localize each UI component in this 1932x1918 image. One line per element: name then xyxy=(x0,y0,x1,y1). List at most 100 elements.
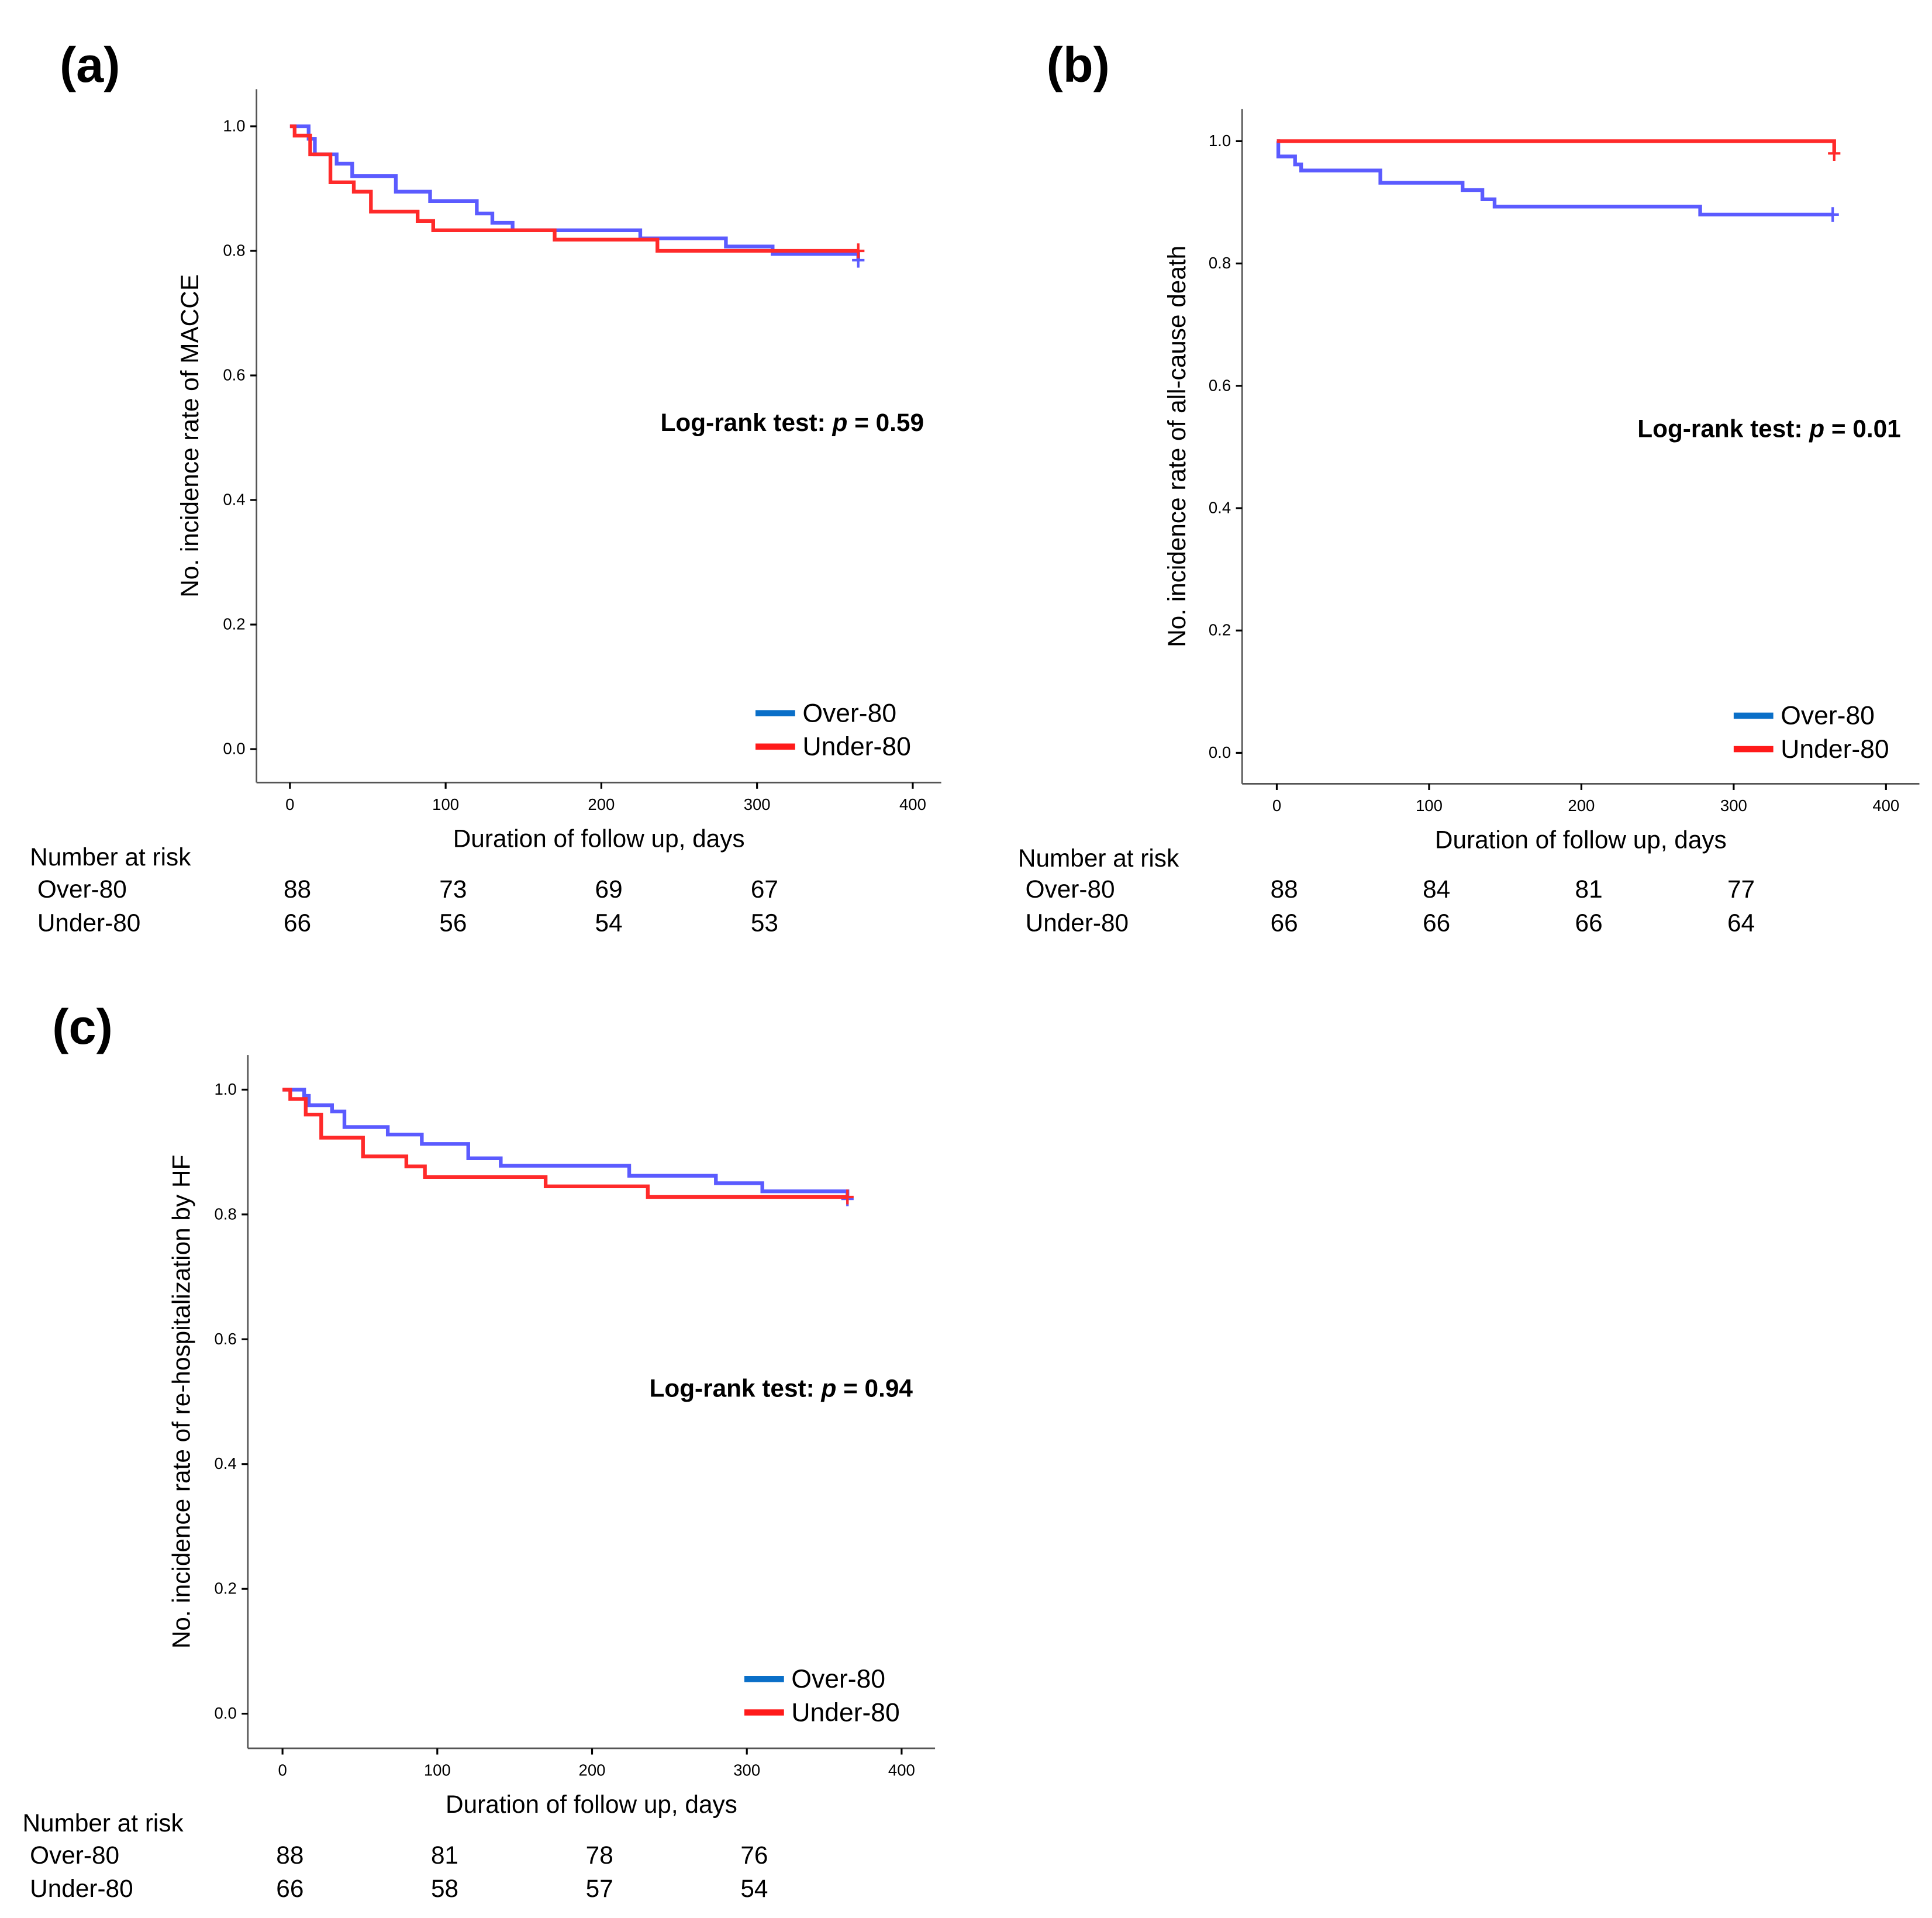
y-tick-label: 0.8 xyxy=(223,241,245,259)
risk-count: 78 xyxy=(586,1841,613,1869)
legend-label: Over-80 xyxy=(791,1665,885,1693)
y-tick-label: 0.2 xyxy=(1209,621,1231,639)
log-rank-annotation: Log-rank test: p = 0.01 xyxy=(1637,415,1900,442)
y-axis-label: No. incidence rate of all-cause death xyxy=(1163,246,1191,647)
panel-c: (c) 0.0 0.2 0.4 0.6 0.8 1.0 0 100 200 300 400 No. in… xyxy=(22,999,936,1902)
y-axis-label: No. incidence rate of re-hospitalization… xyxy=(167,1155,195,1649)
log-rank-annotation: Log-rank test: p = 0.94 xyxy=(649,1375,913,1402)
risk-count: 66 xyxy=(1423,909,1450,936)
annotation-part: Log-rank test: xyxy=(661,409,833,436)
risk-count: 58 xyxy=(431,1875,458,1902)
panel-b: (b) 0.0 0.2 0.4 0.6 0.8 1.0 0 100 200 300 400 No. in… xyxy=(1018,37,1920,936)
x-tick-label: 400 xyxy=(899,795,926,813)
annotation-part: Log-rank test: xyxy=(649,1375,821,1402)
panel-a: (a) 0.0 0.2 0.4 0.6 0.8 1.0 0 100 200 300 400 No. in… xyxy=(30,37,941,936)
x-tick-label: 100 xyxy=(1416,796,1443,815)
legend-label: Over-80 xyxy=(1781,702,1875,730)
x-axis-label: Duration of follow up, days xyxy=(446,1791,737,1818)
survival-curve-over-80 xyxy=(282,1088,850,1199)
y-tick-label: 1.0 xyxy=(215,1080,237,1098)
censor-mark xyxy=(841,1189,854,1205)
censor-mark xyxy=(1826,207,1839,222)
y-tick-label: 0.6 xyxy=(215,1330,237,1348)
x-tick-label: 200 xyxy=(1568,796,1595,815)
risk-count: 54 xyxy=(595,909,623,936)
y-tick-label: 0.4 xyxy=(215,1454,237,1472)
risk-count: 66 xyxy=(1271,909,1298,936)
risk-count: 77 xyxy=(1727,875,1755,903)
risk-row-name: Under-80 xyxy=(30,1875,133,1902)
legend-label: Under-80 xyxy=(1781,735,1889,764)
annotation-part: p xyxy=(1809,415,1824,442)
y-tick-label: 0.8 xyxy=(215,1205,237,1223)
risk-count: 76 xyxy=(740,1841,768,1869)
risk-count: 88 xyxy=(284,875,311,903)
risk-row-name: Over-80 xyxy=(37,875,127,903)
y-tick-label: 0.6 xyxy=(1209,376,1231,394)
y-tick-label: 0.8 xyxy=(1209,254,1231,272)
x-axis-label: Duration of follow up, days xyxy=(1435,826,1727,853)
risk-count: 73 xyxy=(439,875,467,903)
censor-mark xyxy=(852,243,865,258)
risk-count: 56 xyxy=(439,909,467,936)
y-tick-label: 0.0 xyxy=(215,1704,237,1722)
risk-count: 66 xyxy=(276,1875,303,1902)
risk-count: 88 xyxy=(276,1841,303,1869)
annotation-part: = 0.94 xyxy=(836,1375,913,1402)
risk-count: 53 xyxy=(751,909,778,936)
x-tick-label: 300 xyxy=(1720,796,1747,815)
x-tick-label: 0 xyxy=(1272,796,1281,815)
risk-count: 64 xyxy=(1727,909,1755,936)
legend-label: Under-80 xyxy=(802,733,910,761)
risk-count: 88 xyxy=(1271,875,1298,903)
censor-mark xyxy=(1828,146,1841,161)
x-tick-label: 300 xyxy=(733,1761,760,1779)
y-tick-label: 1.0 xyxy=(223,116,245,134)
risk-count: 69 xyxy=(595,875,623,903)
y-tick-label: 0.6 xyxy=(223,365,245,384)
x-tick-label: 200 xyxy=(579,1761,606,1779)
legend-label: Over-80 xyxy=(802,699,896,727)
risk-count: 67 xyxy=(751,875,778,903)
y-tick-label: 0.0 xyxy=(223,740,245,758)
risk-table-title: Number at risk xyxy=(22,1809,184,1837)
risk-row-name: Over-80 xyxy=(1026,875,1115,903)
x-tick-label: 300 xyxy=(744,795,771,813)
y-tick-label: 0.2 xyxy=(215,1579,237,1598)
survival-curve-under-80 xyxy=(1276,139,1836,154)
x-tick-label: 100 xyxy=(424,1761,451,1779)
annotation-part: Log-rank test: xyxy=(1637,415,1809,442)
y-tick-label: 0.4 xyxy=(223,491,245,509)
panel-label: (a) xyxy=(60,37,120,92)
survival-curve-over-80 xyxy=(1276,139,1833,217)
risk-count: 54 xyxy=(740,1875,768,1902)
panel-label: (b) xyxy=(1047,37,1110,92)
annotation-part: p xyxy=(832,409,848,436)
risk-count: 81 xyxy=(431,1841,458,1869)
y-tick-label: 1.0 xyxy=(1209,132,1231,150)
x-tick-label: 0 xyxy=(285,795,294,813)
y-tick-label: 0.0 xyxy=(1209,743,1231,761)
annotation-part: = 0.59 xyxy=(847,409,924,436)
annotation-part: p xyxy=(820,1375,836,1402)
x-tick-label: 200 xyxy=(588,795,615,813)
x-tick-label: 400 xyxy=(888,1761,915,1779)
x-tick-label: 400 xyxy=(1872,796,1899,815)
risk-count: 84 xyxy=(1423,875,1450,903)
risk-row-name: Under-80 xyxy=(1026,909,1129,936)
risk-count: 81 xyxy=(1575,875,1603,903)
survival-curve-under-80 xyxy=(289,124,858,253)
risk-count: 66 xyxy=(1575,909,1603,936)
risk-count: 57 xyxy=(586,1875,613,1902)
annotation-part: = 0.01 xyxy=(1824,415,1901,442)
legend-label: Under-80 xyxy=(791,1698,899,1727)
risk-table-title: Number at risk xyxy=(1018,844,1179,872)
y-tick-label: 0.4 xyxy=(1209,498,1231,516)
survival-curve-under-80 xyxy=(282,1088,848,1199)
panel-label: (c) xyxy=(52,999,113,1054)
x-axis-label: Duration of follow up, days xyxy=(453,825,745,852)
risk-row-name: Under-80 xyxy=(37,909,140,936)
y-axis-label: No. incidence rate of MACCE xyxy=(176,274,203,598)
x-tick-label: 0 xyxy=(278,1761,287,1779)
